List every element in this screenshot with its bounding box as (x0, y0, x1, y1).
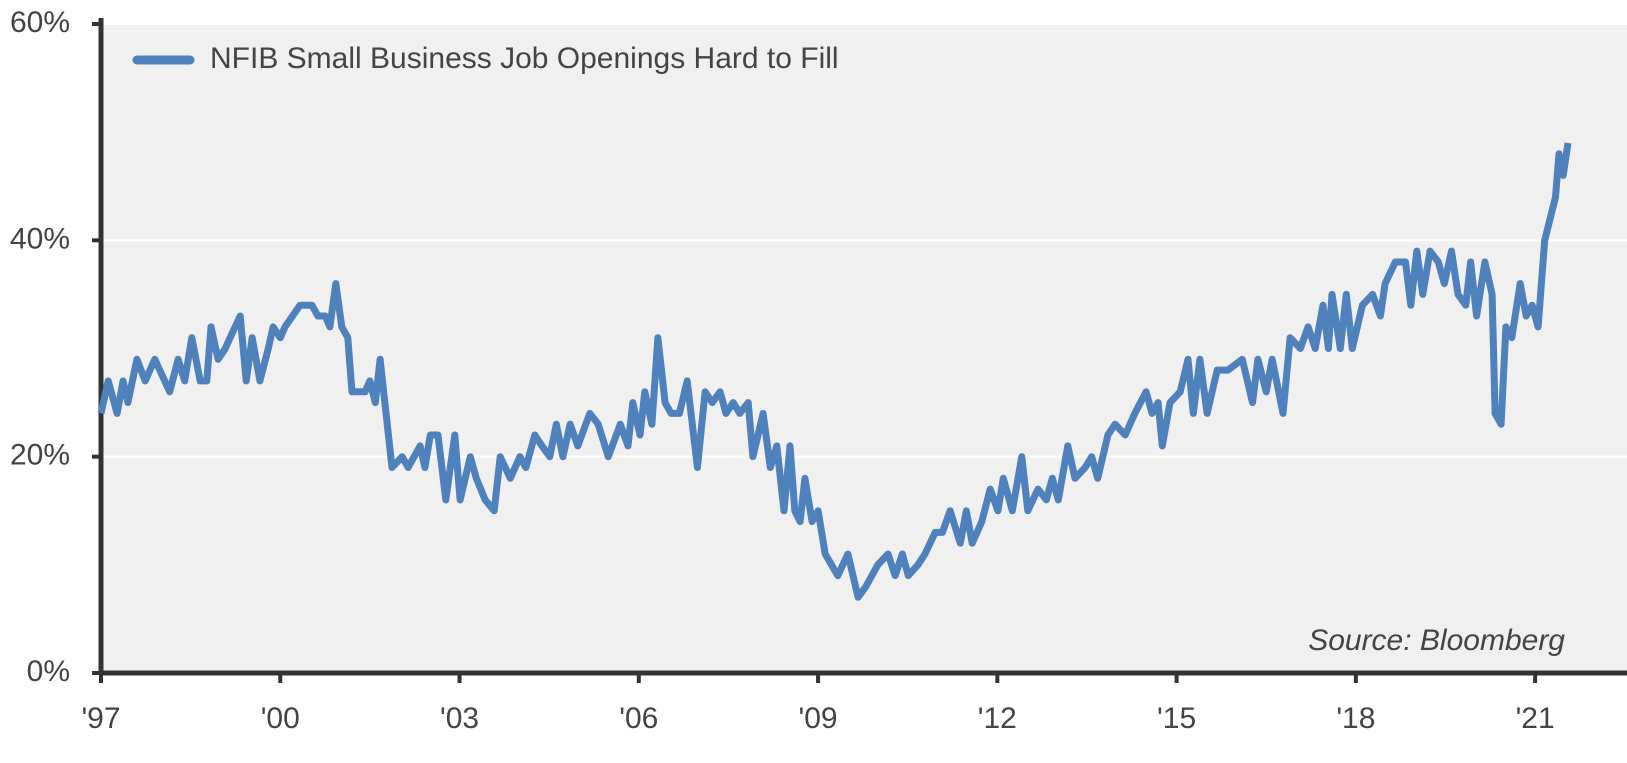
x-tick-label: '12 (978, 702, 1017, 735)
series-line (97, 142, 1572, 601)
x-tick-label: '97 (81, 702, 120, 735)
x-tick-label: '00 (261, 702, 300, 735)
x-tick-label: '09 (799, 702, 838, 735)
x-tick-label: '21 (1516, 702, 1555, 735)
x-tick-label: '03 (440, 702, 479, 735)
y-tick-label: 20% (10, 439, 70, 472)
y-tick-label: 0% (27, 655, 70, 688)
plot-area (101, 24, 1627, 673)
y-tick-label: 60% (10, 6, 70, 39)
x-tick-label: '06 (619, 702, 658, 735)
legend-label: NFIB Small Business Job Openings Hard to… (210, 42, 839, 75)
y-tick-label: 40% (10, 222, 70, 255)
x-tick-label: '18 (1336, 702, 1375, 735)
x-tick-label: '15 (1157, 702, 1196, 735)
source-note: Source: Bloomberg (1308, 624, 1565, 657)
